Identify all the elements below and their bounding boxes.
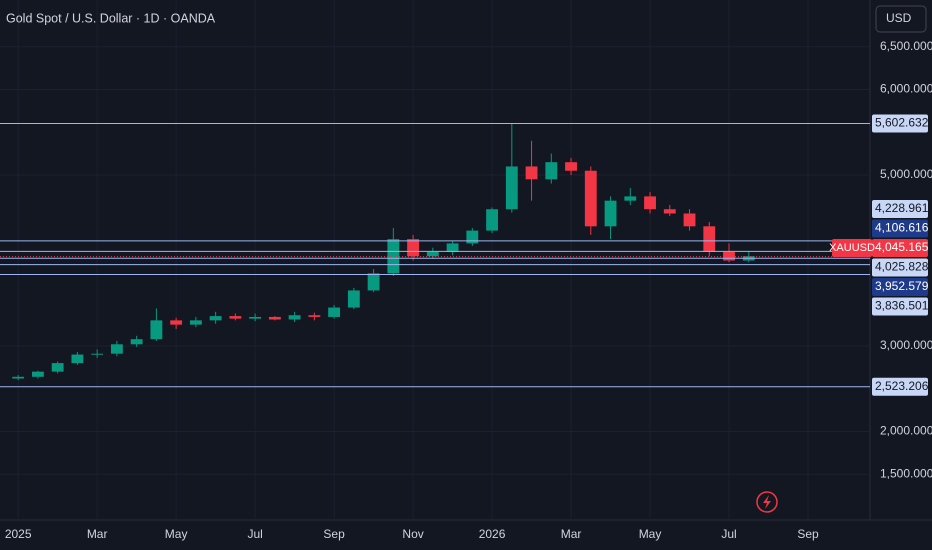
candle-body bbox=[12, 376, 25, 379]
level-label-box bbox=[872, 199, 928, 218]
level-label-box bbox=[872, 219, 928, 238]
level-label: 3,836.501 bbox=[875, 299, 929, 313]
symbol-label: XAUUSD bbox=[829, 242, 875, 254]
symbol-box bbox=[832, 238, 872, 257]
y-tick-label: 6,000.000 bbox=[880, 82, 932, 96]
x-tick-label: 2025 bbox=[5, 527, 32, 541]
candle-body bbox=[604, 200, 617, 227]
candle-body bbox=[328, 307, 341, 317]
y-tick-label: 6,500.000 bbox=[880, 39, 932, 53]
alert-icon[interactable] bbox=[756, 491, 778, 513]
candle-body bbox=[268, 316, 281, 320]
candle-body bbox=[31, 371, 44, 377]
candle-body bbox=[486, 209, 498, 231]
candle-body bbox=[71, 354, 84, 364]
y-tick-label: 5,000.000 bbox=[880, 167, 932, 181]
level-label: 4,106.616 bbox=[875, 221, 929, 235]
candle-body bbox=[367, 273, 380, 291]
candle-body bbox=[308, 315, 321, 317]
candle-body bbox=[51, 363, 64, 372]
level-label: 4,228.961 bbox=[875, 201, 929, 215]
candle-body bbox=[170, 320, 183, 325]
x-tick-label: Mar bbox=[87, 527, 108, 541]
candle-body bbox=[703, 226, 716, 252]
x-tick-label: Sep bbox=[797, 527, 819, 541]
candle-body bbox=[189, 320, 202, 325]
level-label-box bbox=[872, 258, 928, 277]
plot bbox=[0, 0, 870, 520]
x-tick-label: Sep bbox=[323, 527, 345, 541]
alert-ring[interactable] bbox=[756, 491, 778, 513]
candle-body bbox=[110, 344, 123, 354]
candle-body bbox=[466, 230, 479, 244]
x-tick-label: Nov bbox=[402, 527, 423, 541]
level-label: 2,523.206 bbox=[875, 379, 929, 393]
candle-body bbox=[446, 243, 459, 252]
candle-body bbox=[505, 166, 518, 210]
level-label-box bbox=[872, 277, 928, 296]
candle-body bbox=[249, 316, 262, 319]
x-tick-label: Jul bbox=[721, 527, 736, 541]
x-tick-label: Mar bbox=[561, 527, 582, 541]
x-tick-label: May bbox=[165, 527, 188, 541]
candle-body bbox=[91, 353, 104, 355]
candle-body bbox=[426, 251, 439, 257]
level-label-box bbox=[872, 114, 928, 133]
candle-body bbox=[644, 196, 656, 210]
y-tick-label: 2,000.000 bbox=[880, 424, 932, 438]
candle-body bbox=[624, 196, 637, 201]
y-tick-label: 1,500.000 bbox=[880, 466, 932, 480]
candle-body bbox=[209, 316, 222, 321]
candle-body bbox=[288, 315, 301, 320]
candle-body bbox=[130, 339, 143, 345]
level-label: 4,025.828 bbox=[875, 260, 929, 274]
level-label: 4,045.165 bbox=[875, 240, 929, 254]
candle-body bbox=[663, 209, 676, 214]
level-label-box bbox=[872, 238, 928, 257]
candle-body bbox=[584, 170, 597, 227]
candle-body bbox=[407, 239, 420, 257]
level-label: 5,602.632 bbox=[875, 116, 929, 130]
y-tick-label: 3,000.000 bbox=[880, 338, 932, 352]
candle-body bbox=[150, 320, 163, 340]
level-label: 3,952.579 bbox=[875, 279, 929, 293]
currency[interactable]: USD bbox=[886, 11, 912, 25]
level-label-box bbox=[872, 297, 928, 316]
candle-body bbox=[347, 290, 360, 308]
candle-body bbox=[565, 162, 577, 171]
chart-title: Gold Spot / U.S. Dollar · 1D · OANDA bbox=[6, 11, 216, 25]
x-tick-label: Jul bbox=[247, 527, 262, 541]
candle-body bbox=[683, 213, 696, 227]
candle-body bbox=[525, 166, 538, 180]
alert-bolt[interactable] bbox=[763, 495, 771, 509]
candle-body bbox=[229, 316, 242, 319]
x-tick-label: 2026 bbox=[479, 527, 506, 541]
x-tick-label: May bbox=[639, 527, 662, 541]
currency-button[interactable] bbox=[875, 5, 927, 33]
candle-body bbox=[545, 162, 558, 180]
level-label-box bbox=[872, 377, 928, 396]
